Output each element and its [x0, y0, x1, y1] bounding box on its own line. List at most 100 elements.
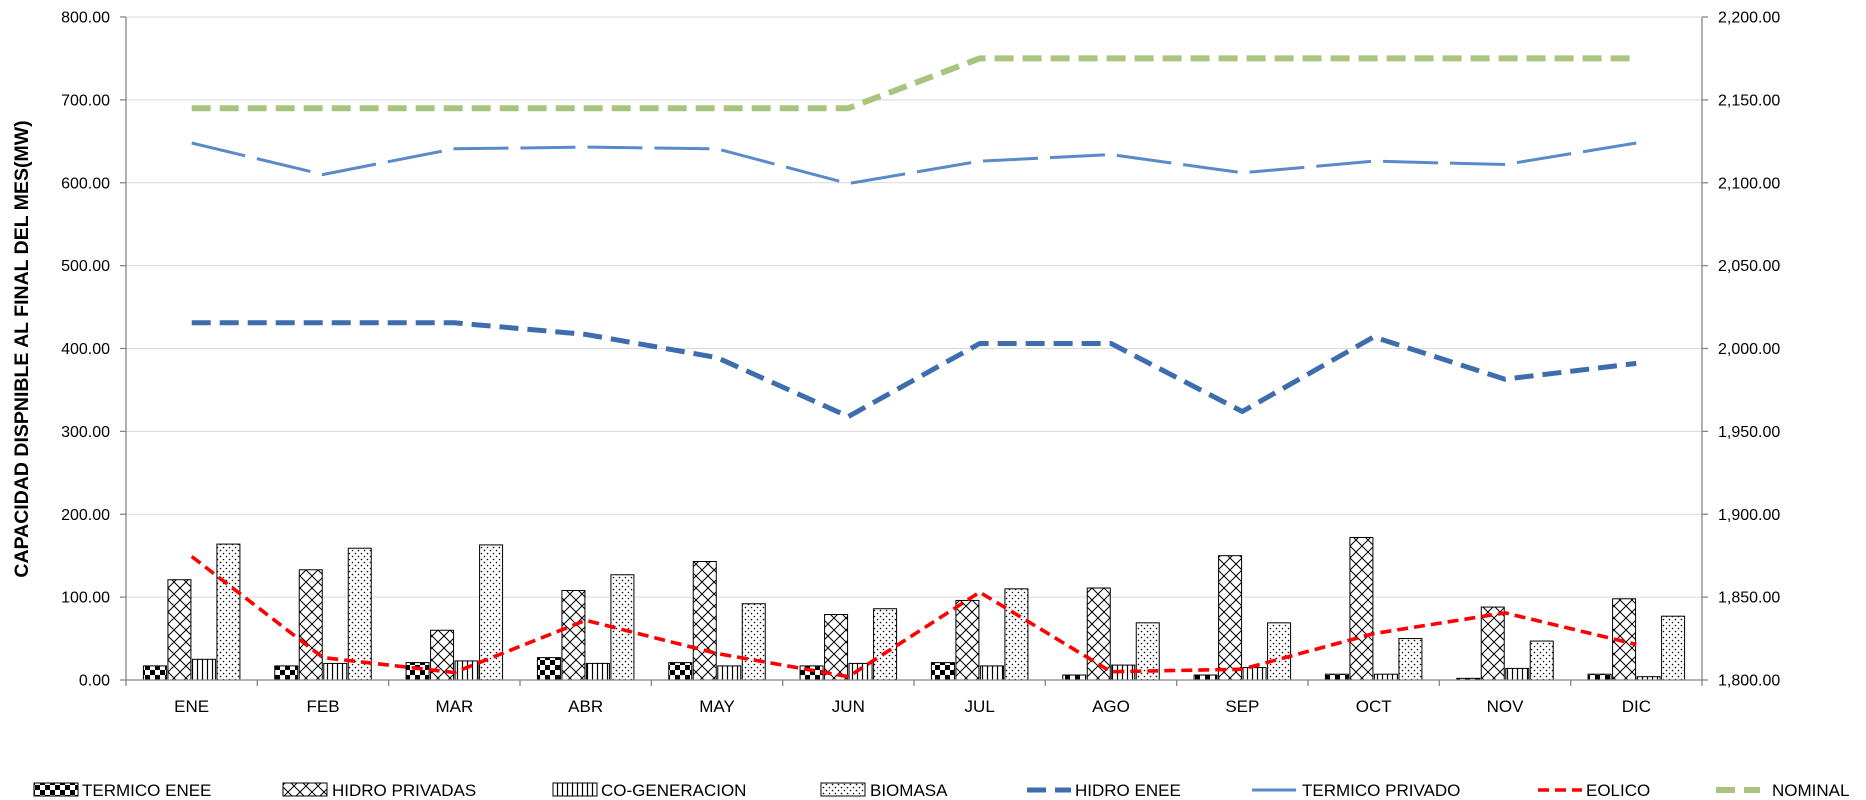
- legend-item-termico-enee: TERMICO ENEE: [33, 781, 211, 800]
- legend-item-eolico: EOLICO: [1538, 781, 1650, 800]
- bar-biomasa-jun: [873, 608, 898, 681]
- bar-termico-enee-ago: [1062, 674, 1087, 681]
- bar-hidro-privadas-may: [692, 560, 717, 681]
- x-tick-label-dic: DIC: [1622, 697, 1651, 716]
- y-tick-label: 500.00: [61, 258, 110, 275]
- bar-hidro-privadas-ene: [167, 579, 192, 681]
- legend-swatch-hidro-privadas: [282, 782, 328, 797]
- y-axis-title: CAPACIDAD DISPNIBLE AL FINAL DEL MES(MW): [11, 120, 33, 577]
- x-tick-label-jul: JUL: [965, 697, 995, 716]
- bar-co-generacion-sep: [1242, 667, 1267, 681]
- legend-swatch-co-generacion: [552, 782, 598, 797]
- y-tick-label: 600.00: [61, 175, 110, 192]
- bar-biomasa-may: [741, 603, 766, 681]
- bar-hidro-privadas-jul: [955, 599, 980, 681]
- bar-termico-enee-sep: [1193, 674, 1218, 681]
- bar-series-co-generacion: [191, 658, 1661, 681]
- bar-biomasa-dic: [1661, 615, 1686, 681]
- bar-termico-enee-oct: [1324, 673, 1349, 681]
- x-tick-label-mar: MAR: [435, 697, 473, 716]
- bar-co-generacion-mar: [454, 660, 479, 681]
- gridlines: [126, 16, 1702, 598]
- x-tick-label-sep: SEP: [1225, 697, 1259, 716]
- x-tick-label-feb: FEB: [306, 697, 339, 716]
- legend: TERMICO ENEE HIDRO PRIVADAS CO-GENERACION B…: [33, 781, 1849, 800]
- line-termico-privado: [191, 141, 1637, 186]
- bar-termico-enee-mar: [405, 662, 430, 681]
- bar-co-generacion-oct: [1373, 673, 1398, 681]
- legend-label-biomasa: BIOMASA: [870, 781, 948, 800]
- bar-termico-enee-dic: [1587, 673, 1612, 681]
- axes: 0.00 100.00 200.00 300.00 400.00 500.00 600.00…: [61, 10, 1780, 717]
- bar-co-generacion-nov: [1505, 667, 1530, 681]
- legend-item-biomasa: BIOMASA: [820, 781, 948, 800]
- line-series-nominal: [191, 55, 1637, 112]
- legend-label-co-generacion: CO-GENERACION: [601, 781, 746, 800]
- legend-item-hidro-enee: HIDRO ENEE: [1027, 781, 1181, 800]
- series-lines: [190, 55, 1637, 679]
- bar-hidro-privadas-oct: [1349, 536, 1374, 681]
- bar-termico-enee-jul: [930, 662, 955, 681]
- bar-termico-enee-abr: [536, 657, 561, 681]
- bar-co-generacion-jul: [979, 665, 1004, 681]
- line-eolico: [190, 555, 1637, 679]
- y-tick-label: 100.00: [61, 590, 110, 607]
- bar-hidro-privadas-nov: [1480, 606, 1505, 681]
- y-tick-label: 800.00: [61, 10, 110, 27]
- x-tick-label-abr: ABR: [568, 697, 603, 716]
- bar-biomasa-nov: [1529, 640, 1554, 681]
- line-nominal: [191, 55, 1637, 112]
- x-tick-label-oct: OCT: [1356, 697, 1392, 716]
- line-series-termico-privado: [191, 141, 1637, 186]
- bars: [142, 536, 1686, 681]
- legend-label-hidro-enee: HIDRO ENEE: [1075, 781, 1181, 800]
- y-tick-label: 700.00: [61, 92, 110, 109]
- bar-co-generacion-ene: [191, 658, 216, 681]
- y2-tick-label: 1,900.00: [1718, 507, 1780, 524]
- y2-tick-label: 2,050.00: [1718, 258, 1780, 275]
- y-tick-label: 200.00: [61, 507, 110, 524]
- bar-co-generacion-abr: [585, 662, 610, 681]
- bar-hidro-privadas-sep: [1218, 555, 1243, 681]
- legend-label-nominal: NOMINAL: [1772, 781, 1849, 800]
- legend-item-termico-privado: TERMICO PRIVADO: [1252, 781, 1460, 800]
- legend-swatch-biomasa: [820, 782, 866, 797]
- y2-tick-label: 1,950.00: [1718, 424, 1780, 441]
- x-tick-label-may: MAY: [699, 697, 735, 716]
- x-tick-label-jun: JUN: [832, 697, 865, 716]
- bar-series-hidro-privadas: [167, 536, 1637, 681]
- bar-termico-enee-may: [668, 662, 693, 681]
- bar-termico-enee-feb: [274, 665, 299, 681]
- legend-label-termico-enee: TERMICO ENEE: [82, 781, 211, 800]
- bar-termico-enee-jun: [799, 665, 824, 681]
- bar-co-generacion-feb: [323, 662, 348, 681]
- bar-hidro-privadas-abr: [561, 590, 586, 681]
- y2-tick-label: 1,800.00: [1718, 673, 1780, 690]
- y2-tick-label: 1,850.00: [1718, 590, 1780, 607]
- line-hidro-enee: [191, 320, 1637, 419]
- legend-item-hidro-privadas: HIDRO PRIVADAS: [282, 781, 476, 800]
- y-tick-label: 0.00: [79, 673, 110, 690]
- legend-label-eolico: EOLICO: [1586, 781, 1650, 800]
- legend-label-hidro-privadas: HIDRO PRIVADAS: [332, 781, 476, 800]
- y-tick-label: 400.00: [61, 341, 110, 358]
- y2-tick-label: 2,200.00: [1718, 10, 1780, 27]
- legend-item-co-generacion: CO-GENERACION: [552, 781, 746, 800]
- bar-biomasa-sep: [1267, 622, 1292, 681]
- bar-biomasa-oct: [1398, 638, 1423, 681]
- bar-hidro-privadas-jun: [824, 614, 849, 681]
- bar-biomasa-jul: [1004, 588, 1029, 681]
- y2-tick-label: 2,100.00: [1718, 175, 1780, 192]
- x-tick-label-ene: ENE: [174, 697, 209, 716]
- bar-biomasa-ene: [216, 543, 241, 681]
- bar-co-generacion-may: [717, 665, 742, 681]
- x-tick-label-ago: AGO: [1092, 697, 1130, 716]
- legend-swatch-termico-enee: [33, 782, 79, 797]
- legend-item-nominal: NOMINAL: [1716, 781, 1849, 800]
- line-series-eolico: [190, 555, 1637, 679]
- y-tick-label: 300.00: [61, 424, 110, 441]
- legend-label-termico-privado: TERMICO PRIVADO: [1302, 781, 1460, 800]
- line-series-hidro-enee: [191, 320, 1637, 419]
- y2-tick-label: 2,000.00: [1718, 341, 1780, 358]
